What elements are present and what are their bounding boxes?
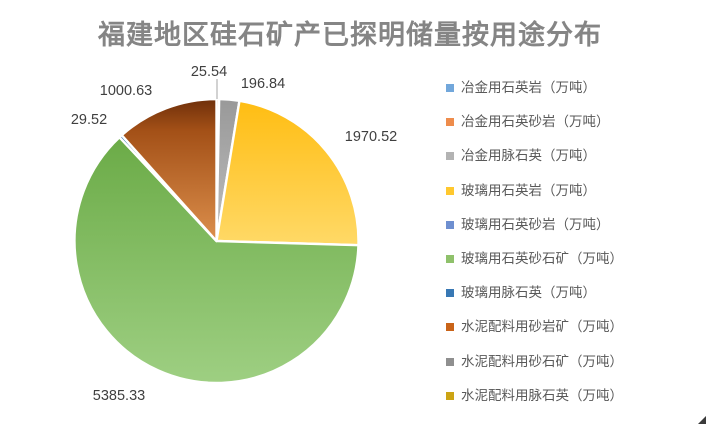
pie-data-label-5: 5385.33 — [93, 388, 145, 404]
pie-data-label-3: 1970.52 — [345, 129, 397, 145]
legend-item-0[interactable]: 冶金用石英岩（万吨） — [446, 81, 704, 95]
legend-item-8[interactable]: 水泥配料用砂石矿（万吨） — [446, 353, 704, 369]
legend-swatch-icon — [446, 391, 454, 400]
legend-label: 水泥配料用砂石矿（万吨） — [461, 353, 623, 369]
legend-item-3[interactable]: 玻璃用石英岩（万吨） — [446, 182, 704, 198]
legend: 冶金用石英岩（万吨） 冶金用石英砂岩（万吨） 冶金用脉石英（万吨） 玻璃用石英岩（万吨… — [446, 81, 704, 403]
legend-item-5[interactable]: 玻璃用石英砂石矿（万吨） — [446, 250, 704, 266]
pie-data-label-2: 196.84 — [241, 76, 285, 92]
pie-slice-3[interactable] — [215, 99, 360, 247]
legend-label: 玻璃用脉石英（万吨） — [461, 285, 596, 301]
legend-label: 水泥配料用砂岩矿（万吨） — [461, 319, 623, 335]
legend-swatch-icon — [446, 118, 454, 127]
chart-title: 福建地区硅石矿产已探明储量按用途分布 — [98, 20, 602, 50]
legend-swatch-icon — [446, 289, 454, 298]
pie-data-label-6: 29.52 — [71, 112, 107, 128]
legend-item-9[interactable]: 水泥配料用脉石英（万吨） — [446, 387, 704, 403]
pie-data-label-7: 1000.63 — [100, 83, 152, 99]
legend-label: 冶金用石英砂岩（万吨） — [461, 114, 610, 130]
legend-label: 水泥配料用脉石英（万吨） — [461, 387, 623, 403]
legend-item-2[interactable]: 冶金用脉石英（万吨） — [446, 149, 704, 163]
legend-swatch-icon — [446, 84, 454, 92]
legend-swatch-icon — [446, 152, 454, 161]
legend-swatch-icon — [446, 254, 454, 263]
legend-label: 冶金用石英岩（万吨） — [461, 80, 596, 95]
legend-swatch-icon — [446, 220, 454, 229]
legend-swatch-icon — [446, 357, 454, 366]
pie-slice-7[interactable] — [120, 97, 218, 243]
legend-label: 玻璃用石英砂石矿（万吨） — [461, 250, 623, 266]
legend-item-1[interactable]: 冶金用石英砂岩（万吨） — [446, 115, 704, 129]
legend-swatch-icon — [446, 323, 454, 332]
pie-data-label-1: 25.54 — [191, 64, 227, 80]
legend-label: 玻璃用石英岩（万吨） — [461, 182, 596, 198]
pie-slice-5[interactable] — [73, 136, 360, 385]
legend-item-7[interactable]: 水泥配料用砂岩矿（万吨） — [446, 320, 704, 334]
legend-item-6[interactable]: 玻璃用脉石英（万吨） — [446, 286, 704, 300]
legend-swatch-icon — [446, 186, 454, 195]
corner-arrow-icon — [698, 416, 706, 424]
legend-item-4[interactable]: 玻璃用石英砂岩（万吨） — [446, 216, 704, 232]
legend-label: 玻璃用石英砂岩（万吨） — [461, 216, 610, 232]
legend-label: 冶金用脉石英（万吨） — [461, 148, 596, 164]
